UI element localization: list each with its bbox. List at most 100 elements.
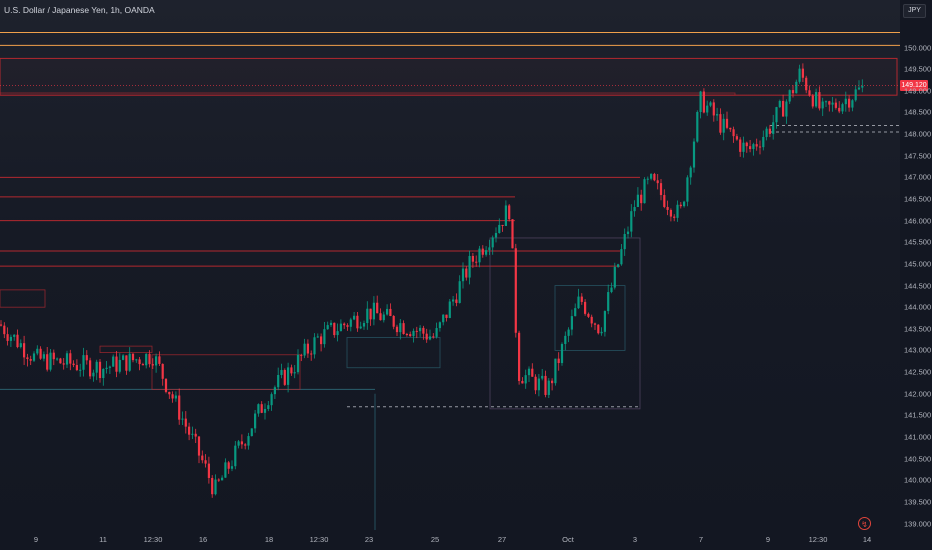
candle-body bbox=[409, 334, 412, 337]
candle-body bbox=[811, 95, 814, 107]
zone-box bbox=[151, 354, 301, 390]
candle-body bbox=[478, 248, 481, 263]
y-tick-label: 148.500 bbox=[904, 107, 932, 117]
chart-canvas[interactable] bbox=[0, 0, 900, 530]
candle-body bbox=[432, 336, 435, 338]
candle-body bbox=[141, 364, 144, 366]
y-tick-label: 146.500 bbox=[904, 194, 932, 204]
y-tick-label: 139.000 bbox=[904, 519, 932, 528]
candle-body bbox=[633, 207, 636, 212]
x-tick-label: Oct bbox=[562, 535, 574, 544]
candle-body bbox=[6, 334, 9, 341]
candle-body bbox=[498, 224, 501, 233]
candle-body bbox=[534, 376, 537, 391]
candle-body bbox=[452, 299, 455, 302]
candle-body bbox=[834, 102, 837, 108]
zone-box bbox=[99, 345, 153, 354]
x-tick-label: 12:30 bbox=[808, 535, 828, 544]
candle-body bbox=[372, 302, 375, 320]
candle-body bbox=[775, 107, 778, 123]
candle-body bbox=[39, 348, 42, 359]
y-tick-label: 141.000 bbox=[904, 432, 932, 442]
price-axis[interactable]: JPY 149.120 150.000 149.500 149.000 148.500… bbox=[900, 0, 932, 530]
candle-body bbox=[650, 173, 653, 179]
candle-body bbox=[719, 114, 722, 133]
candle-body bbox=[745, 142, 748, 147]
x-tick-label: 9 bbox=[33, 535, 39, 544]
candle-body bbox=[587, 313, 590, 317]
candle-body bbox=[273, 387, 276, 395]
candle-body bbox=[59, 358, 62, 364]
candle-body bbox=[729, 127, 732, 130]
candle-body bbox=[653, 173, 656, 181]
candle-body bbox=[560, 344, 564, 364]
candle-body bbox=[194, 433, 197, 437]
x-tick-label: 7 bbox=[698, 535, 704, 544]
candle-body bbox=[732, 129, 735, 137]
candle-body bbox=[270, 394, 273, 406]
x-tick-label: 16 bbox=[198, 535, 208, 544]
candle-body bbox=[254, 413, 257, 429]
candle-body bbox=[590, 316, 593, 324]
candle-body bbox=[501, 224, 504, 227]
candle-body bbox=[303, 343, 306, 356]
candle-body bbox=[610, 287, 613, 293]
candle-body bbox=[280, 370, 283, 375]
currency-label[interactable]: JPY bbox=[903, 4, 926, 18]
candle-body bbox=[824, 101, 828, 103]
y-tick-label: 147.000 bbox=[904, 172, 932, 182]
candle-body bbox=[831, 102, 834, 105]
candle-body bbox=[151, 364, 154, 366]
x-tick-label: 14 bbox=[862, 535, 872, 544]
candle-body bbox=[821, 101, 824, 109]
candle-body bbox=[458, 281, 461, 303]
time-axis[interactable]: 9 11 12:30 16 18 12:30 23 25 27 Oct 3 7 9 12:30 14 bbox=[0, 530, 900, 550]
candle-body bbox=[336, 331, 339, 336]
candle-body bbox=[461, 268, 465, 282]
candle-body bbox=[227, 462, 230, 469]
zone-box bbox=[0, 289, 46, 308]
chart-area[interactable]: U.S. Dollar / Japanese Yen, 1h, OANDA ↯ bbox=[0, 0, 900, 530]
candle-body bbox=[171, 394, 174, 399]
candle-body bbox=[524, 375, 527, 384]
candle-body bbox=[848, 98, 851, 108]
candle-body bbox=[293, 372, 296, 374]
candle-body bbox=[544, 375, 547, 395]
candle-body bbox=[613, 266, 616, 288]
candle-body bbox=[768, 128, 771, 134]
candle-body bbox=[333, 322, 336, 336]
y-tick-label: 145.500 bbox=[904, 237, 932, 247]
candle-body bbox=[765, 128, 768, 137]
candle-body bbox=[353, 315, 356, 320]
candle-body bbox=[310, 353, 313, 355]
y-tick-label: 149.000 bbox=[904, 86, 932, 96]
y-tick-label: 141.500 bbox=[904, 410, 932, 420]
candle-body bbox=[69, 353, 72, 364]
candle-body bbox=[795, 81, 798, 94]
candle-body bbox=[442, 314, 445, 323]
y-tick-label: 144.000 bbox=[904, 302, 932, 312]
candle-body bbox=[320, 336, 323, 345]
candle-body bbox=[13, 334, 16, 337]
candle-body bbox=[148, 353, 151, 365]
x-tick-label: 23 bbox=[364, 535, 374, 544]
candle-body bbox=[712, 102, 715, 116]
candle-body bbox=[630, 211, 633, 232]
candle-body bbox=[161, 363, 164, 379]
candle-body bbox=[514, 248, 517, 333]
candle-body bbox=[16, 334, 19, 348]
candle-body bbox=[844, 98, 847, 105]
candle-body bbox=[815, 92, 818, 107]
candle-body bbox=[567, 329, 570, 336]
candle-body bbox=[359, 326, 362, 329]
candle-body bbox=[643, 179, 646, 204]
candle-body bbox=[428, 336, 432, 340]
candle-body bbox=[494, 232, 498, 238]
candle-body bbox=[448, 301, 451, 318]
candle-body bbox=[52, 352, 55, 360]
candle-body bbox=[323, 329, 326, 345]
candle-body bbox=[221, 477, 224, 481]
lightning-icon[interactable]: ↯ bbox=[858, 517, 871, 530]
candle-body bbox=[455, 299, 458, 303]
candle-body bbox=[257, 404, 260, 414]
